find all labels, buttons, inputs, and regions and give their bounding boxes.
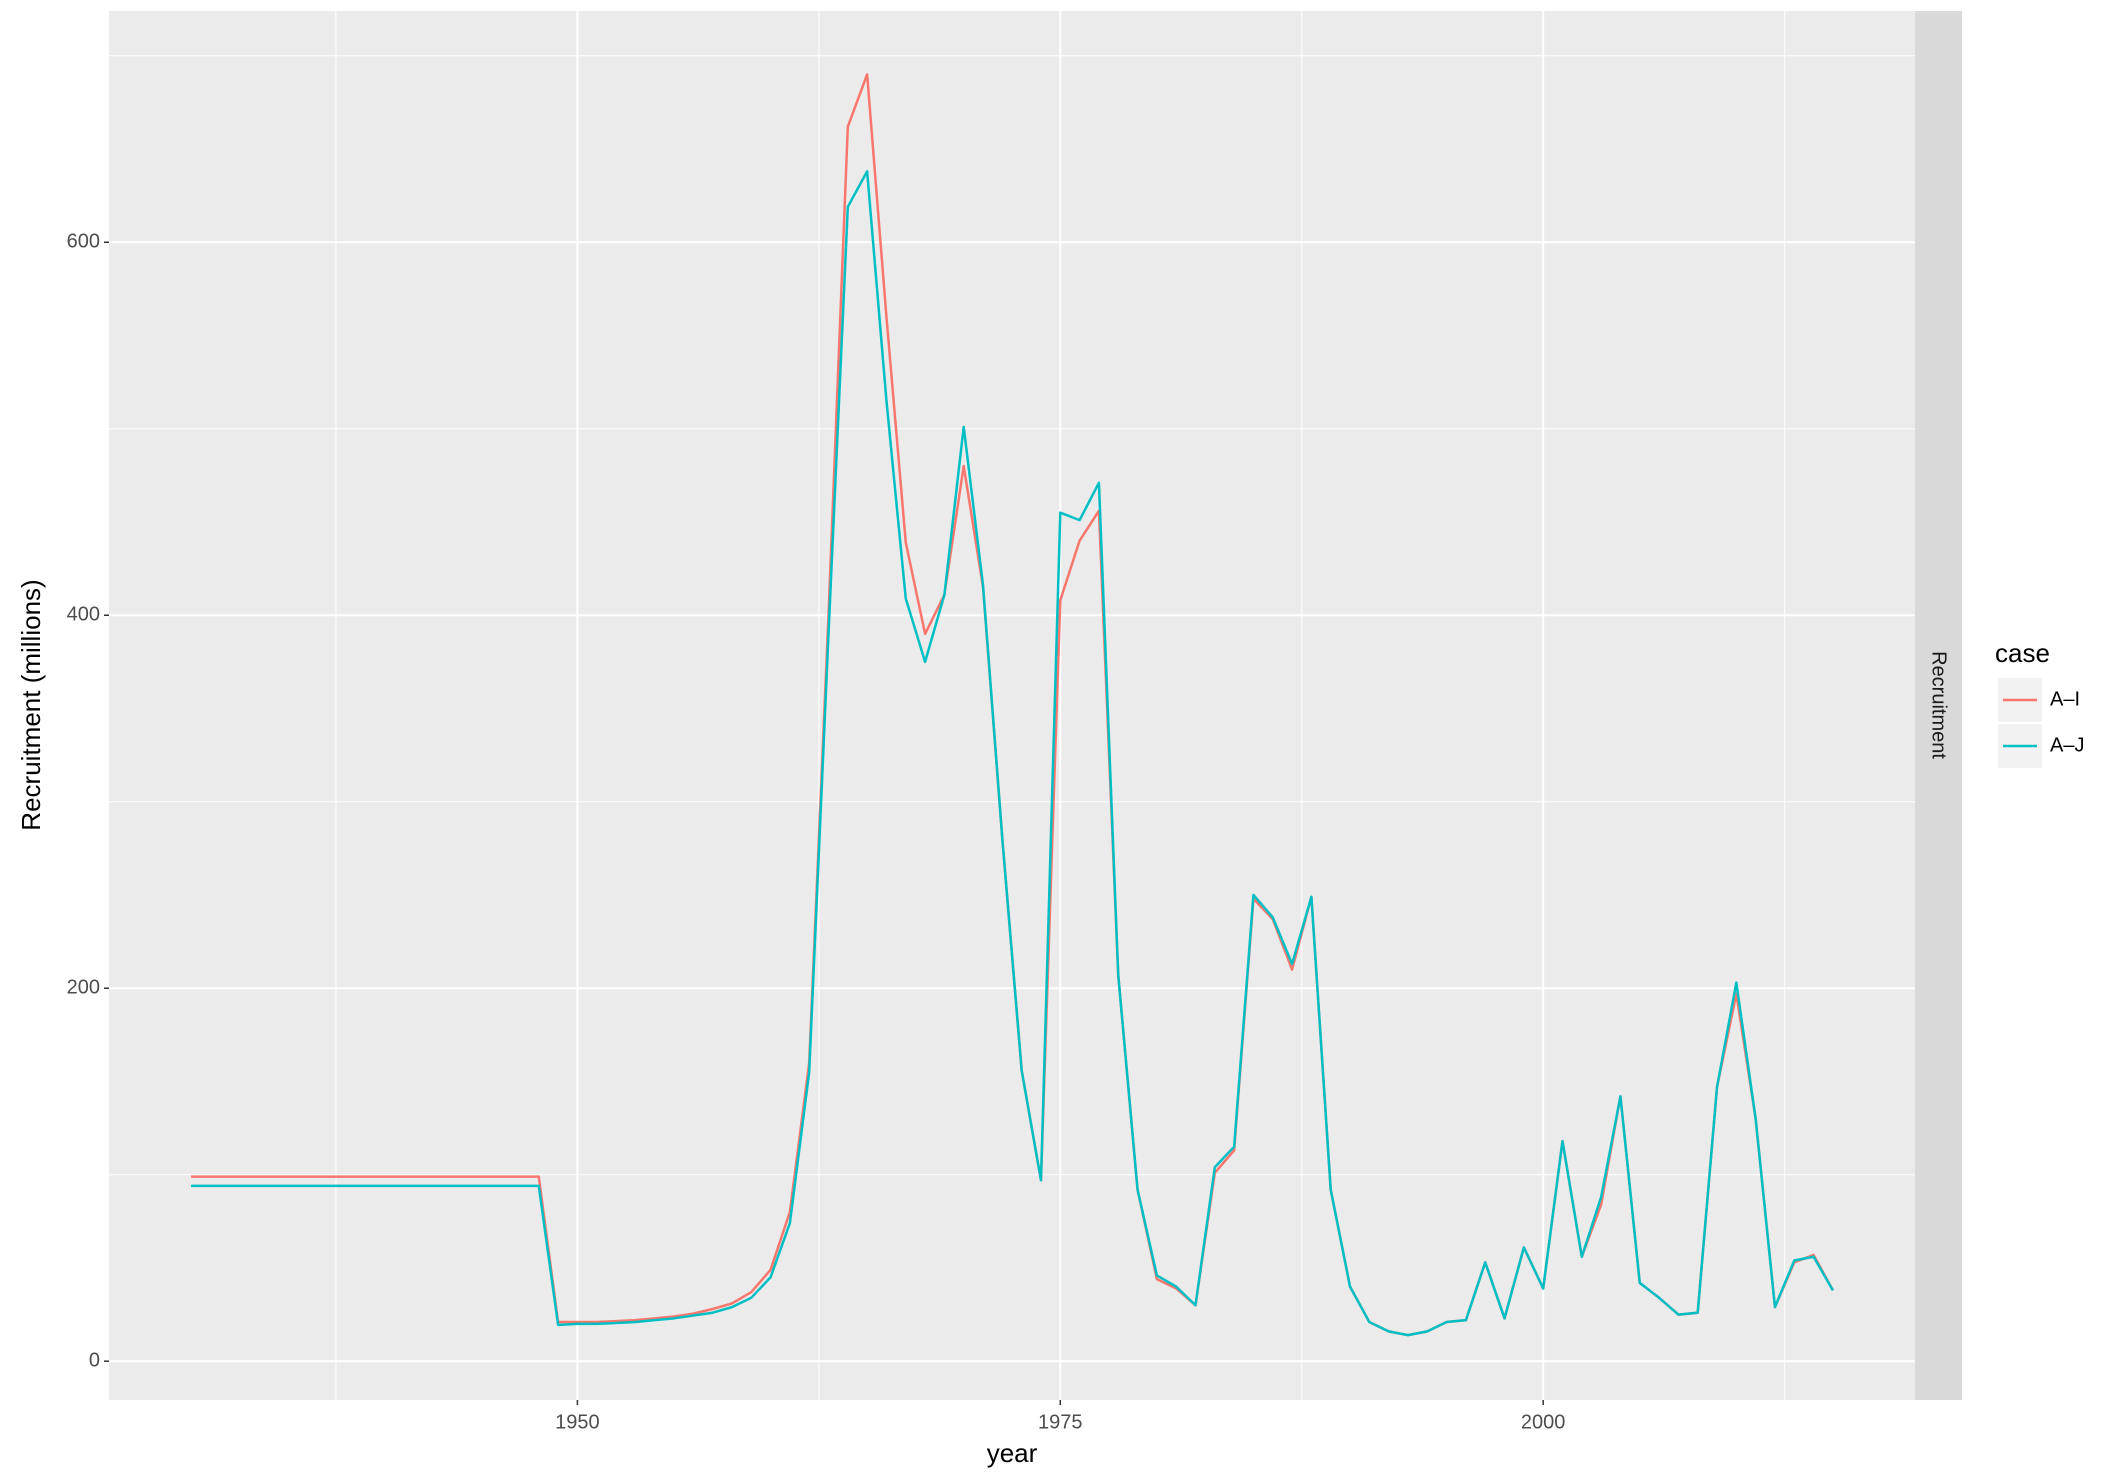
x-tick-label: 1950 bbox=[555, 1411, 600, 1433]
series-line bbox=[191, 170, 1834, 1337]
panel bbox=[109, 11, 1915, 1400]
y-tick-label: 200 bbox=[67, 977, 100, 999]
legend-title: case bbox=[1995, 638, 2050, 668]
facet-strip bbox=[1915, 11, 1962, 1400]
facet-label: Recruitment bbox=[1928, 651, 1950, 759]
y-axis-title: Recruitment (millions) bbox=[16, 579, 46, 830]
y-tick-label: 600 bbox=[67, 231, 100, 253]
y-tick-label: 400 bbox=[67, 604, 100, 626]
x-tick-label: 1975 bbox=[1038, 1411, 1083, 1433]
legend-label: A–I bbox=[2050, 688, 2080, 710]
y-tick-label: 0 bbox=[89, 1349, 100, 1371]
x-axis-title: year bbox=[987, 1438, 1038, 1468]
legend-label: A–J bbox=[2050, 734, 2084, 756]
x-tick-label: 2000 bbox=[1521, 1411, 1566, 1433]
